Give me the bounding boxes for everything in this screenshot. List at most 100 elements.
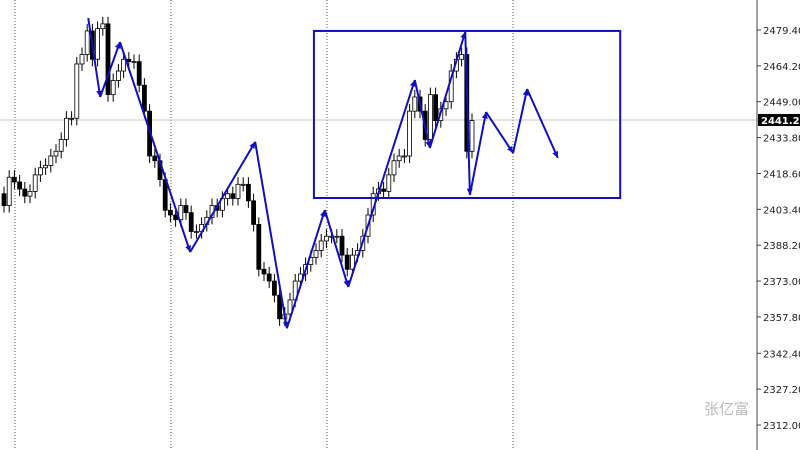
candle-body [17, 181, 23, 190]
candle-body [235, 183, 241, 199]
candle-body [459, 54, 465, 60]
current-price-label: 2441.27 [761, 116, 800, 127]
current-price-badge [758, 113, 800, 126]
candle-body [58, 139, 64, 152]
candle-body [401, 155, 407, 158]
candle-body [178, 205, 184, 221]
candle-body [349, 254, 355, 270]
y-tick-label: 2418.60 [763, 169, 800, 180]
candle-body [323, 235, 329, 242]
candle-body [22, 188, 28, 197]
annotation-arrow [526, 88, 559, 159]
annotation-arrow [254, 141, 288, 329]
y-tick-label: 2449.00 [763, 98, 800, 109]
candle-body [188, 212, 194, 232]
arrowhead-icon [552, 150, 559, 158]
arrowhead-icon [185, 245, 192, 253]
y-tick-label: 2327.20 [763, 385, 800, 396]
candle-body [391, 160, 397, 176]
annotation-arrow [347, 79, 416, 288]
candle-body [121, 58, 126, 72]
annotation-arrow [189, 141, 257, 253]
candle-body [116, 70, 121, 81]
candle-body [27, 190, 33, 197]
candle-body [381, 188, 387, 192]
annotation-arrow [285, 209, 326, 329]
annotation-arrow [119, 41, 192, 253]
candle-body [271, 280, 277, 296]
candle-body [152, 155, 158, 162]
arrowhead-icon [114, 42, 121, 49]
candle-body [266, 273, 272, 282]
candle-body [251, 200, 257, 225]
watermark: 张亿富 [704, 400, 750, 418]
candle-body [95, 28, 100, 60]
candle-body [105, 23, 111, 96]
y-tick-label: 2312.00 [763, 421, 800, 432]
candle-body [69, 117, 74, 120]
candle-body [64, 117, 69, 140]
candle-body [344, 254, 350, 270]
candle-body [38, 167, 43, 176]
candle-body [245, 183, 251, 202]
annotation-arrow [464, 31, 471, 195]
arrowhead-icon [249, 141, 256, 149]
annotation-arrow [512, 88, 529, 154]
candle-body [167, 209, 173, 216]
y-tick-label: 2403.40 [763, 205, 800, 216]
y-tick-label: 2464.20 [763, 62, 800, 73]
candle-body [193, 231, 199, 233]
candle-body [407, 110, 413, 157]
candle-body [240, 183, 246, 186]
candle-body [433, 94, 439, 122]
candle-body [334, 235, 340, 238]
candle-body [141, 84, 147, 112]
annotation-arrow [87, 17, 102, 98]
candle-body [287, 299, 293, 315]
y-tick-label: 2373.00 [763, 277, 800, 288]
candle-body [84, 30, 90, 55]
candle-body [339, 235, 345, 256]
candle-body [74, 63, 80, 119]
candle-body [318, 240, 324, 251]
candle-body [53, 150, 59, 157]
arrowhead-icon [507, 145, 514, 153]
candle-body [32, 174, 38, 192]
candle-body [131, 61, 137, 64]
candle-body [277, 294, 283, 320]
annotation-arrow [99, 41, 121, 98]
candle-body [43, 165, 48, 169]
candle-body [225, 193, 231, 199]
arrowhead-icon [96, 90, 103, 98]
annotation-arrow [468, 111, 488, 196]
candle-body [443, 101, 449, 110]
candle-body [6, 176, 12, 206]
candle-body [48, 155, 54, 166]
candle-body [427, 94, 433, 140]
candle-body [469, 120, 475, 152]
candle-body [396, 155, 402, 162]
annotation-arrow [413, 79, 431, 149]
y-tick-label: 2433.80 [763, 134, 800, 145]
candle-body [79, 54, 85, 65]
candle-body [313, 249, 319, 258]
candle-body [136, 61, 142, 86]
annotation-box [312, 29, 622, 200]
candle-body [230, 193, 236, 199]
candle-body [256, 224, 262, 270]
candle-body [183, 205, 189, 214]
candle-body [110, 80, 116, 96]
candle-body [1, 193, 7, 206]
y-tick-label: 2388.20 [763, 241, 800, 252]
annotation-arrow [428, 31, 467, 149]
candle-body [412, 96, 418, 112]
y-tick-label: 2342.40 [763, 349, 800, 360]
annotation-arrow [485, 111, 514, 154]
candle-body [100, 23, 106, 29]
candle-body [386, 174, 392, 192]
y-tick-label: 2479.40 [763, 26, 800, 37]
y-tick-label: 2357.80 [763, 313, 800, 324]
candle-body [11, 176, 17, 183]
candle-body [261, 268, 267, 275]
